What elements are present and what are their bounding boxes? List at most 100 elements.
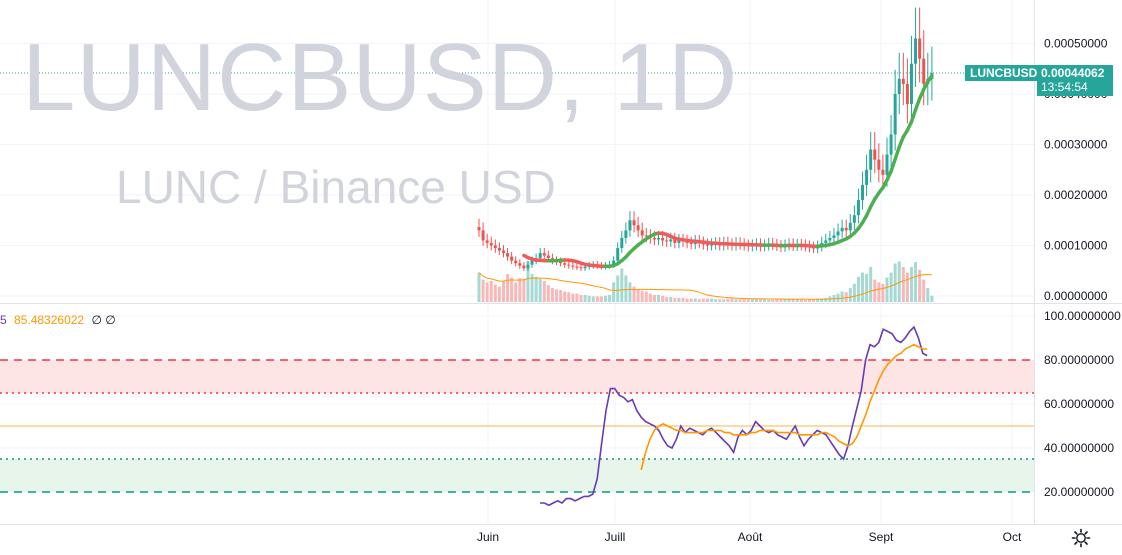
volume-bar <box>649 294 652 302</box>
settings-gear-icon[interactable] <box>1071 528 1091 548</box>
volume-bar <box>890 273 893 302</box>
price-ma-segment <box>911 110 915 122</box>
volume-bar <box>498 287 501 302</box>
volume-bar <box>596 296 599 302</box>
volume-bar <box>604 296 607 302</box>
time-tick-label: Sept <box>869 530 894 544</box>
candle-body <box>706 244 709 245</box>
volume-bar <box>661 296 664 302</box>
candle-body <box>886 155 889 175</box>
volume-bar <box>584 295 587 302</box>
candle-body <box>514 261 517 264</box>
volume-bar <box>592 296 595 302</box>
candle-body <box>633 220 636 225</box>
candle-body <box>494 246 497 249</box>
volume-bar <box>494 285 497 303</box>
candle-body <box>661 238 664 241</box>
price-ma-segment <box>895 147 899 159</box>
volume-bar <box>645 292 648 303</box>
price-ma-segment <box>928 76 932 82</box>
time-tick-label: Août <box>738 530 763 544</box>
volume-bar <box>559 290 562 302</box>
candle-body <box>531 261 534 265</box>
volume-bar <box>624 275 627 302</box>
volume-bar <box>482 280 485 302</box>
volume-bar <box>514 282 517 302</box>
candle-body <box>669 239 672 241</box>
volume-bar <box>518 278 521 302</box>
watermark-pair: LUNC / Binance USD <box>116 164 556 210</box>
volume-bar <box>841 292 844 303</box>
candle-body <box>865 170 868 185</box>
volume-bar <box>588 296 591 302</box>
volume-bar <box>906 273 909 302</box>
volume-bar <box>653 295 656 302</box>
candle-body <box>828 238 831 241</box>
volume-bar <box>735 299 738 302</box>
volume-bar <box>563 292 566 303</box>
volume-bar <box>698 299 701 302</box>
candle-body <box>486 240 489 243</box>
candle-body <box>824 240 827 243</box>
volume-bar <box>539 279 542 302</box>
candle-body <box>616 248 619 261</box>
price-tick-label: 0.00000000 <box>1044 289 1108 303</box>
volume-bar <box>930 296 933 302</box>
volume-bar <box>804 300 807 302</box>
volume-bar <box>616 275 619 302</box>
volume-bar <box>547 285 550 302</box>
volume-bar <box>759 299 762 302</box>
oscillator-tick-label: 100.00000000 <box>1044 309 1121 323</box>
time-tick-label: Juin <box>477 530 499 544</box>
candle-body <box>690 243 693 244</box>
volume-bar <box>686 299 689 303</box>
oscillator-tick-label: 60.00000000 <box>1044 397 1114 411</box>
oscillator-tick-label: 40.00000000 <box>1044 441 1114 455</box>
volume-bar <box>612 282 615 302</box>
last-price-value: 0.00044062 <box>1041 66 1110 80</box>
volume-bar <box>845 292 848 302</box>
time-tick-label: Oct <box>1003 530 1022 544</box>
volume-bar <box>853 284 856 302</box>
candle-body <box>653 238 656 240</box>
candle-body <box>910 64 913 104</box>
volume-bar <box>751 299 754 302</box>
volume-bar <box>567 292 570 302</box>
volume-bar <box>877 282 880 302</box>
candle-body <box>571 266 574 267</box>
candle-body <box>898 79 901 94</box>
volume-bar <box>555 289 558 302</box>
bar-countdown: 13:54:54 <box>1041 80 1110 94</box>
volume-bar <box>673 298 676 302</box>
candle-body <box>628 220 631 230</box>
price-tick-label: 0.00030000 <box>1044 138 1108 152</box>
volume-bar <box>775 299 778 302</box>
volume-bar <box>682 298 685 302</box>
volume-bar <box>478 273 481 302</box>
volume-bar <box>910 267 913 302</box>
volume-bar <box>857 277 860 302</box>
volume-bar <box>747 299 750 302</box>
volume-bar <box>902 267 905 302</box>
price-ma-segment <box>916 99 920 110</box>
candle-body <box>539 253 542 258</box>
oversold-band <box>0 459 1034 492</box>
volume-bar <box>677 298 680 302</box>
volume-bar <box>690 299 693 303</box>
volume-bar <box>865 274 868 302</box>
volume-bar <box>510 278 513 303</box>
volume-bar <box>502 281 505 302</box>
price-tick-label: 0.00050000 <box>1044 37 1108 51</box>
candle-body <box>502 251 505 254</box>
candle-body <box>526 265 529 269</box>
volume-bar <box>506 274 509 302</box>
candle-body <box>580 267 583 268</box>
volume-bar <box>779 299 782 302</box>
candle-body <box>890 134 893 154</box>
volume-bar <box>551 288 554 302</box>
candle-body <box>873 150 876 160</box>
last-price-label: 0.00044062 13:54:54 <box>1037 65 1113 96</box>
candle-body <box>857 200 860 215</box>
volume-bar <box>861 273 864 302</box>
